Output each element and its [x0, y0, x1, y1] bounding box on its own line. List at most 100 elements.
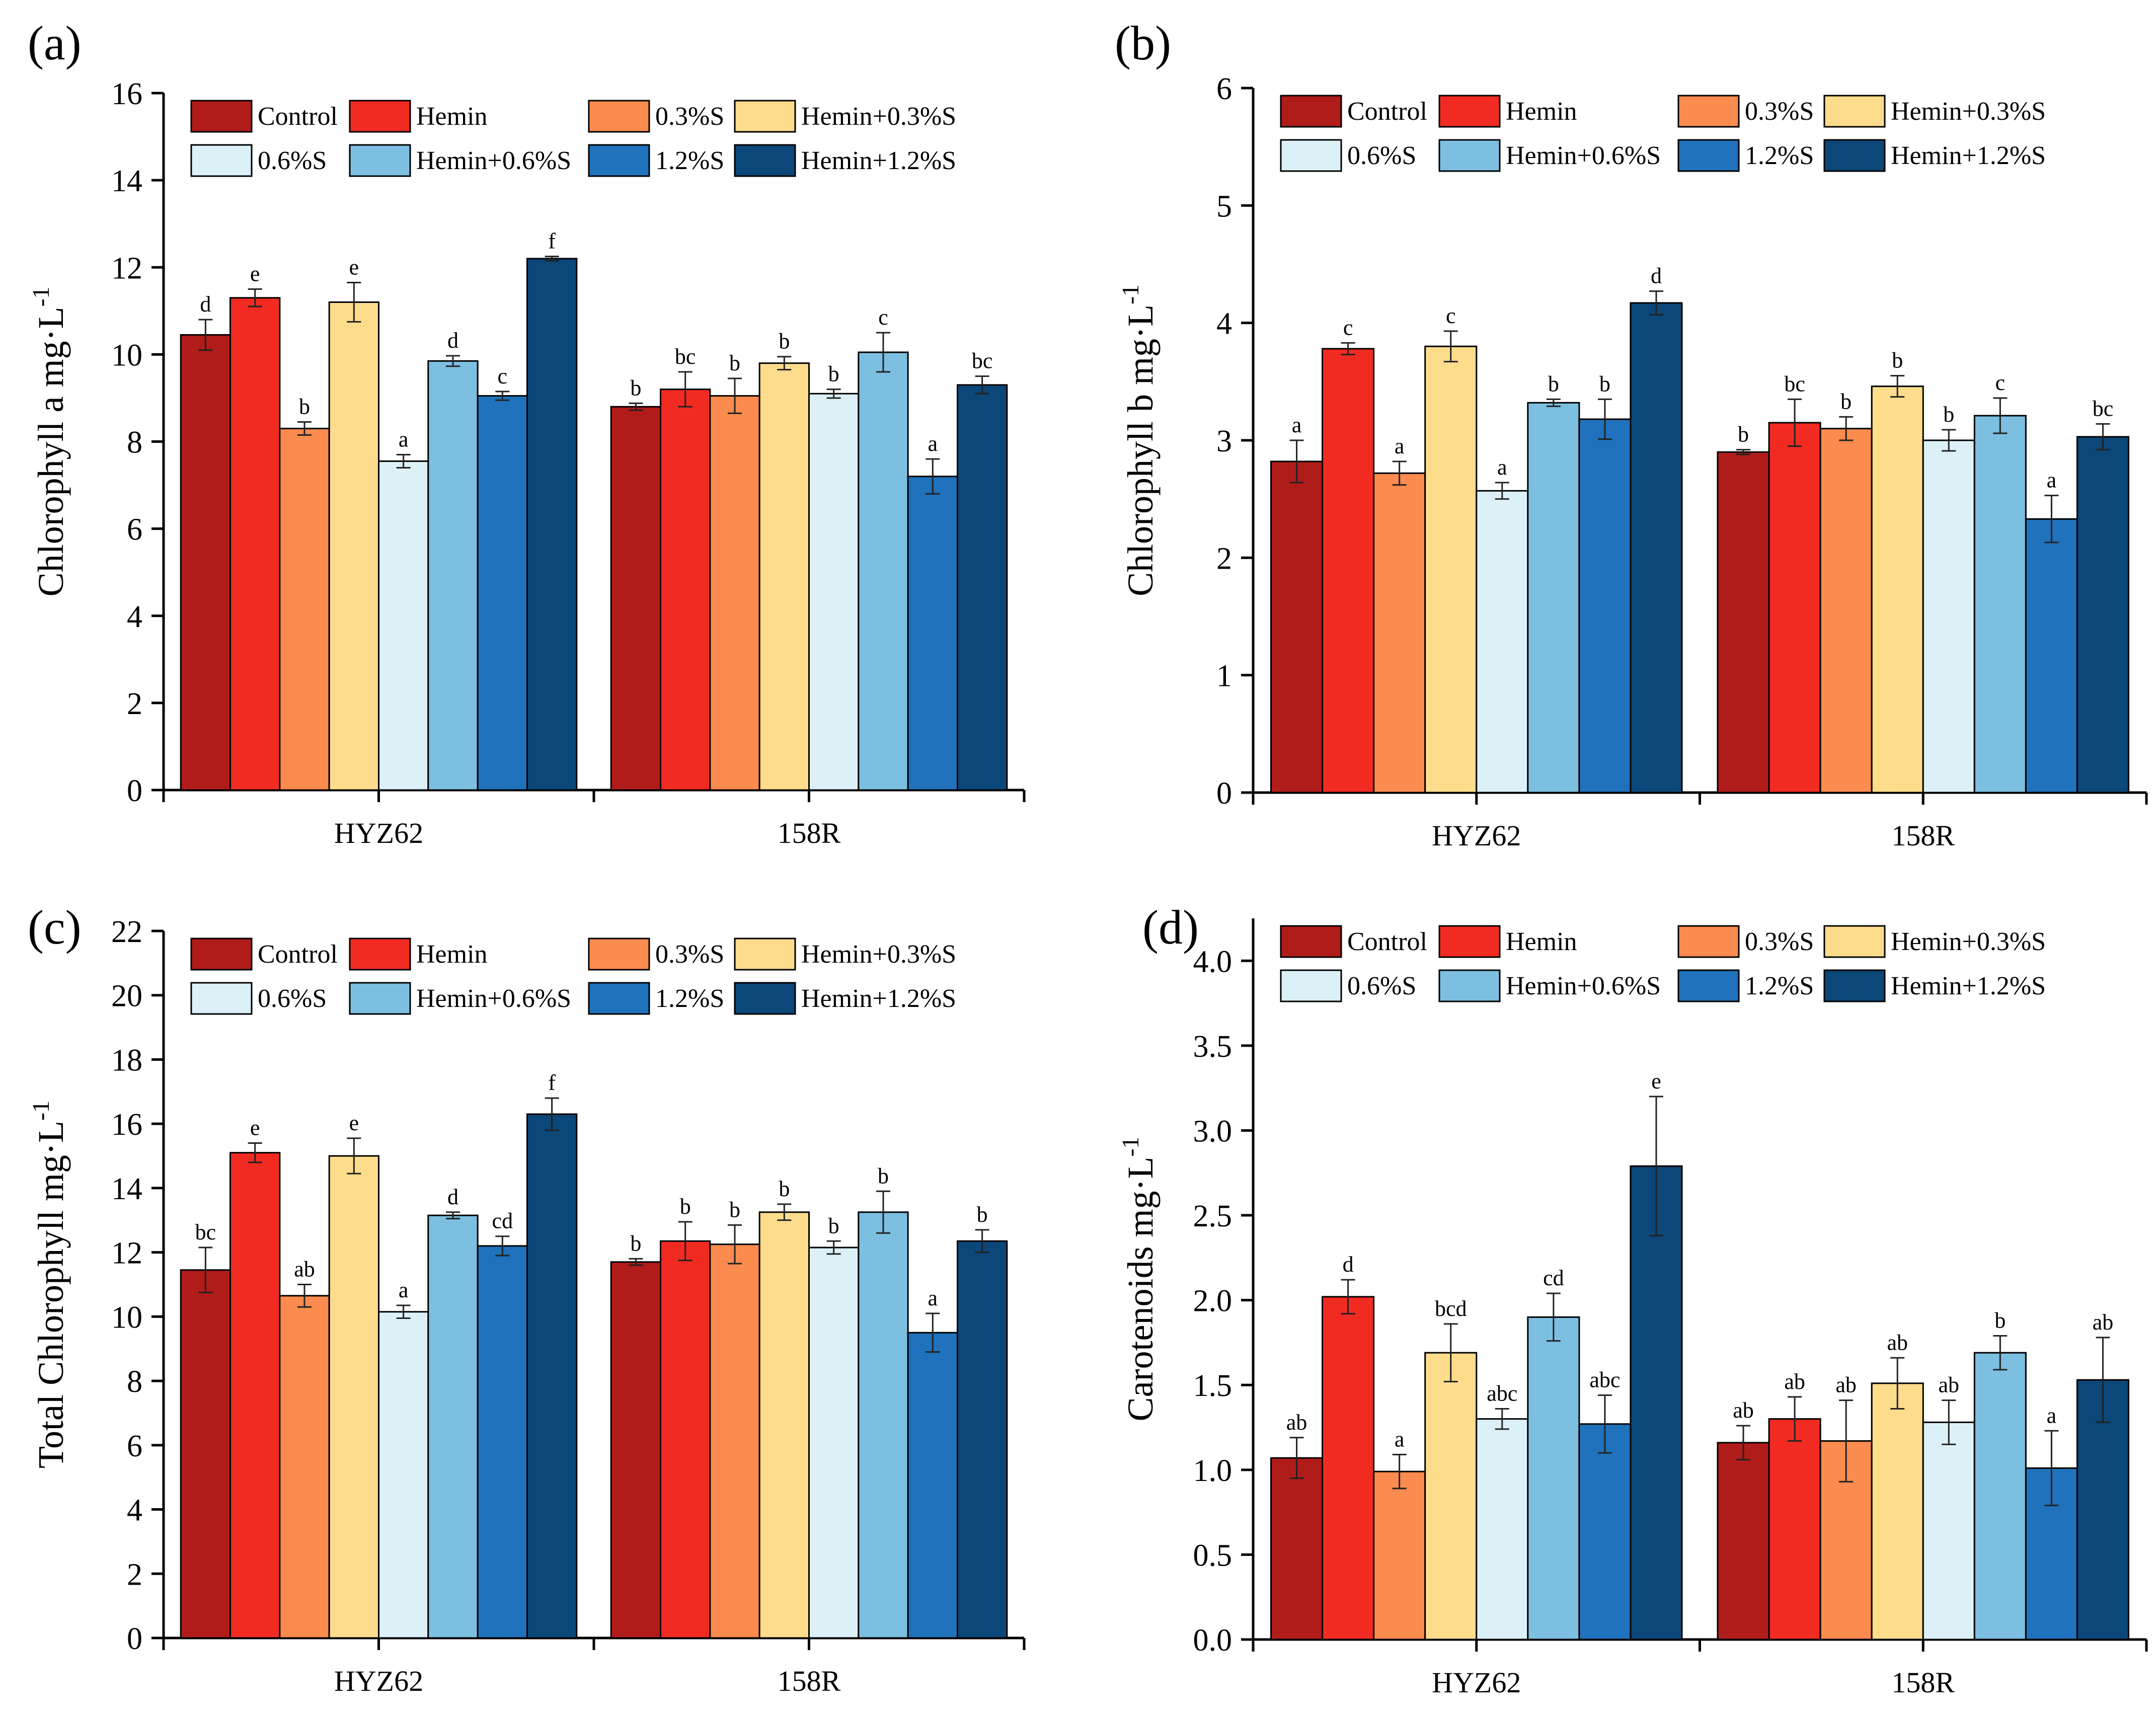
y-axis-label: Total Chlorophyll mg·L-1 — [28, 1101, 71, 1468]
bar — [1973, 415, 2027, 794]
significance-letter: b — [299, 395, 310, 419]
y-tick-label: 6 — [127, 1429, 142, 1463]
significance-letter: d — [200, 292, 211, 317]
significance-letter: c — [1343, 315, 1353, 340]
y-tick-label: 6 — [127, 513, 142, 547]
legend-swatch — [588, 982, 650, 1015]
significance-letter: e — [250, 1116, 260, 1140]
legend-swatch — [1677, 139, 1740, 172]
significance-letter: a — [2047, 468, 2057, 493]
significance-letter: bc — [1784, 371, 1805, 396]
x-tick-label: 158R — [1891, 1666, 1955, 1699]
bar — [1578, 418, 1632, 794]
bar — [1527, 402, 1580, 794]
legend-swatch — [734, 144, 796, 177]
y-axis-label: Carotenoids mg·L-1 — [1117, 1137, 1161, 1422]
significance-letter: a — [1497, 455, 1507, 480]
x-tick-label: 158R — [778, 817, 841, 849]
legend-swatch — [349, 100, 411, 133]
significance-letter: ab — [1733, 1398, 1754, 1423]
y-tick-label: 22 — [111, 915, 142, 949]
legend-label: Hemin+1.2%S — [1891, 972, 2046, 1000]
y-tick-label: 8 — [127, 1365, 142, 1399]
bar — [808, 1246, 860, 1639]
x-tick-label: 158R — [1891, 819, 1955, 852]
bar — [1922, 439, 1975, 794]
legend-label: 0.6%S — [258, 984, 327, 1013]
x-tick-label: 158R — [778, 1665, 841, 1697]
significance-letter: c — [498, 364, 508, 388]
y-tick-label: 2 — [1216, 541, 1232, 576]
legend-label: Hemin+0.3%S — [801, 102, 956, 131]
legend-label: 0.3%S — [1745, 927, 1814, 956]
bar — [1768, 422, 1821, 794]
bar — [2025, 518, 2078, 794]
bar — [427, 360, 479, 791]
bar — [1630, 1165, 1683, 1641]
significance-letter: ab — [1286, 1410, 1307, 1435]
bar — [1871, 385, 1924, 794]
significance-letter: b — [630, 375, 641, 400]
legend-swatch — [349, 144, 411, 177]
significance-letter: b — [680, 1194, 691, 1219]
y-tick-label: 18 — [111, 1043, 142, 1077]
bar — [1527, 1316, 1580, 1641]
bar — [2076, 1379, 2129, 1641]
bar — [1476, 490, 1529, 794]
legend-swatch — [190, 938, 253, 971]
significance-letter: b — [1892, 348, 1903, 373]
x-tick-label: HYZ62 — [334, 1665, 423, 1697]
legend-label: Hemin — [416, 940, 488, 969]
legend-swatch — [1823, 139, 1886, 172]
bar — [1270, 1457, 1324, 1641]
y-tick-label: 0 — [1216, 776, 1232, 811]
bar — [1819, 428, 1873, 794]
panel-c: (c) 0 2 4 6 8 10 12 14 16 18 20 22 HYZ62 158R Total Chl… — [28, 900, 1026, 1697]
legend-swatch — [1823, 925, 1886, 958]
legend-label: Hemin+0.3%S — [801, 940, 956, 969]
legend-swatch — [349, 938, 411, 971]
significance-letter: b — [630, 1231, 641, 1256]
legend-label: Hemin+0.6%S — [416, 984, 571, 1013]
significance-letter: b — [729, 1197, 740, 1222]
legend-swatch — [588, 144, 650, 177]
significance-letter: ab — [1835, 1373, 1857, 1397]
significance-letter: a — [399, 427, 409, 451]
significance-letter: bc — [675, 344, 696, 369]
significance-letter: cd — [492, 1209, 513, 1233]
bar — [1424, 345, 1478, 794]
panel-label: (a) — [28, 16, 82, 70]
bar — [610, 1261, 662, 1639]
significance-letter: b — [729, 351, 740, 375]
legend-swatch — [588, 938, 650, 971]
bar — [1424, 1352, 1478, 1641]
legend-label: Hemin+1.2%S — [1891, 141, 2046, 170]
legend-swatch — [588, 100, 650, 133]
bar — [378, 460, 429, 791]
bar — [1768, 1418, 1821, 1641]
legend-swatch — [734, 100, 796, 133]
significance-letter: b — [779, 329, 790, 354]
significance-letter: d — [447, 1185, 458, 1209]
y-tick-label: 1.0 — [1193, 1454, 1233, 1488]
legend-swatch — [1280, 969, 1342, 1002]
legend-label: 0.6%S — [1347, 141, 1416, 170]
legend-label: 0.3%S — [655, 102, 724, 131]
legend-swatch — [1823, 95, 1886, 128]
significance-letter: d — [1343, 1252, 1354, 1277]
significance-letter: a — [1292, 413, 1302, 437]
bar — [956, 1240, 1008, 1639]
bar — [1578, 1423, 1632, 1641]
significance-letter: ab — [1784, 1369, 1805, 1394]
legend-swatch — [734, 982, 796, 1015]
bar — [1373, 472, 1426, 794]
bar — [907, 476, 958, 791]
legend-swatch — [1280, 139, 1342, 172]
bar — [2076, 436, 2129, 794]
legend-swatch — [190, 100, 253, 133]
y-tick-label: 2 — [127, 1557, 142, 1592]
significance-letter: e — [250, 262, 260, 286]
bar — [1871, 1382, 1924, 1641]
significance-letter: d — [447, 328, 458, 353]
significance-letter: b — [977, 1202, 988, 1227]
